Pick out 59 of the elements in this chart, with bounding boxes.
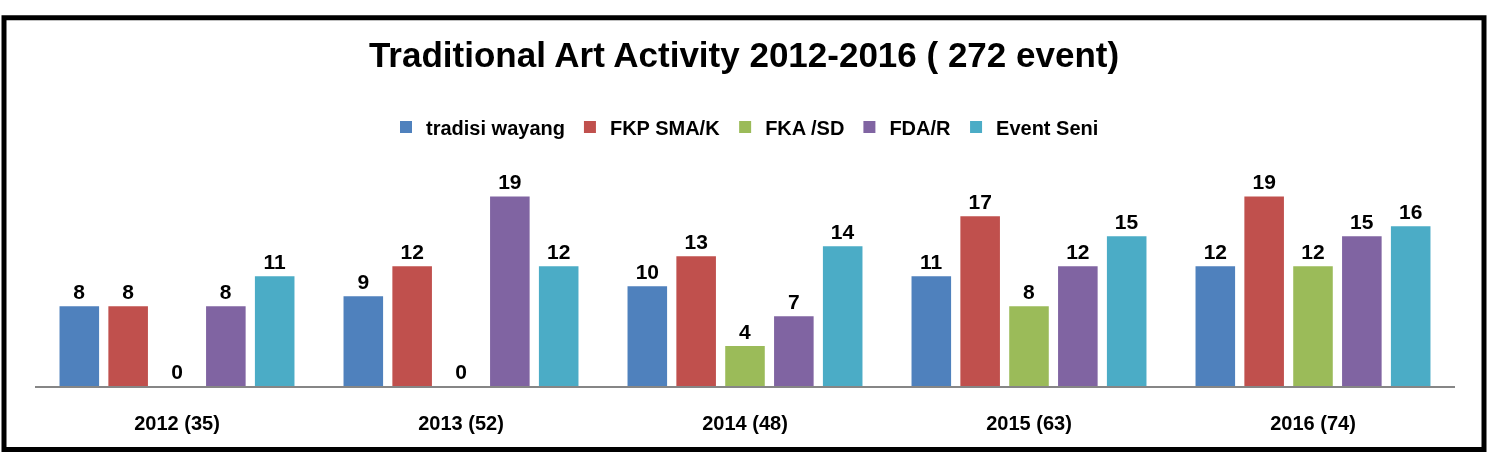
data-label: 11 — [920, 250, 943, 274]
data-label: 13 — [684, 230, 708, 254]
data-label: 8 — [122, 280, 135, 304]
data-label: 8 — [1023, 280, 1035, 304]
legend-label: tradisi wayang — [426, 116, 565, 139]
bar — [206, 306, 246, 386]
bar — [960, 216, 1000, 386]
bar — [1390, 226, 1431, 386]
data-label: 7 — [788, 290, 800, 314]
data-label: 12 — [1066, 240, 1090, 264]
data-label: 19 — [498, 170, 522, 194]
x-tick-label: 2016 (74) — [1270, 412, 1356, 434]
data-label: 16 — [1399, 200, 1423, 224]
bar — [627, 286, 668, 386]
data-label: 15 — [1114, 210, 1139, 234]
legend-label: FKA /SD — [765, 116, 845, 139]
bar — [1244, 196, 1284, 386]
bar — [911, 276, 952, 386]
data-label: 12 — [547, 240, 571, 264]
bar — [1342, 236, 1382, 386]
bar — [774, 316, 814, 386]
data-label: 9 — [357, 270, 370, 294]
data-label: 0 — [171, 360, 183, 383]
bar — [59, 306, 100, 386]
bar — [108, 306, 148, 386]
bar — [725, 346, 765, 386]
data-label: 8 — [73, 280, 86, 304]
bar — [1293, 266, 1333, 386]
data-label: 17 — [968, 190, 992, 214]
bar — [1195, 266, 1236, 386]
bar — [822, 246, 863, 386]
bar — [392, 266, 432, 386]
bar — [1009, 306, 1049, 386]
chart-title: Traditional Art Activity 2012-2016 ( 272 event) — [368, 35, 1120, 75]
data-label: 14 — [830, 220, 855, 244]
legend-label: Event Seni — [996, 116, 1099, 139]
bar — [1058, 266, 1098, 386]
data-label: 12 — [1203, 240, 1227, 264]
bar — [490, 196, 530, 386]
legend-label: FDA/R — [889, 116, 952, 139]
data-label: 15 — [1350, 210, 1374, 234]
data-label: 11 — [263, 250, 286, 274]
bar — [1106, 236, 1147, 386]
data-label: 10 — [635, 260, 659, 284]
x-tick-label: 2015 (63) — [986, 412, 1072, 434]
bar — [538, 266, 579, 386]
bar — [343, 296, 384, 386]
x-tick-label: 2013 (52) — [418, 412, 504, 434]
bar — [254, 276, 295, 386]
x-tick-label: 2012 (35) — [134, 412, 220, 434]
x-tick-label: 2014 (48) — [702, 412, 788, 434]
data-label: 19 — [1252, 170, 1276, 194]
data-label: 12 — [1301, 240, 1325, 264]
data-label: 8 — [219, 280, 232, 304]
bar — [676, 256, 716, 386]
data-label: 12 — [400, 240, 424, 264]
data-label: 0 — [455, 360, 467, 383]
data-label: 4 — [739, 320, 751, 344]
legend-label: FKP SMA/K — [609, 116, 721, 139]
